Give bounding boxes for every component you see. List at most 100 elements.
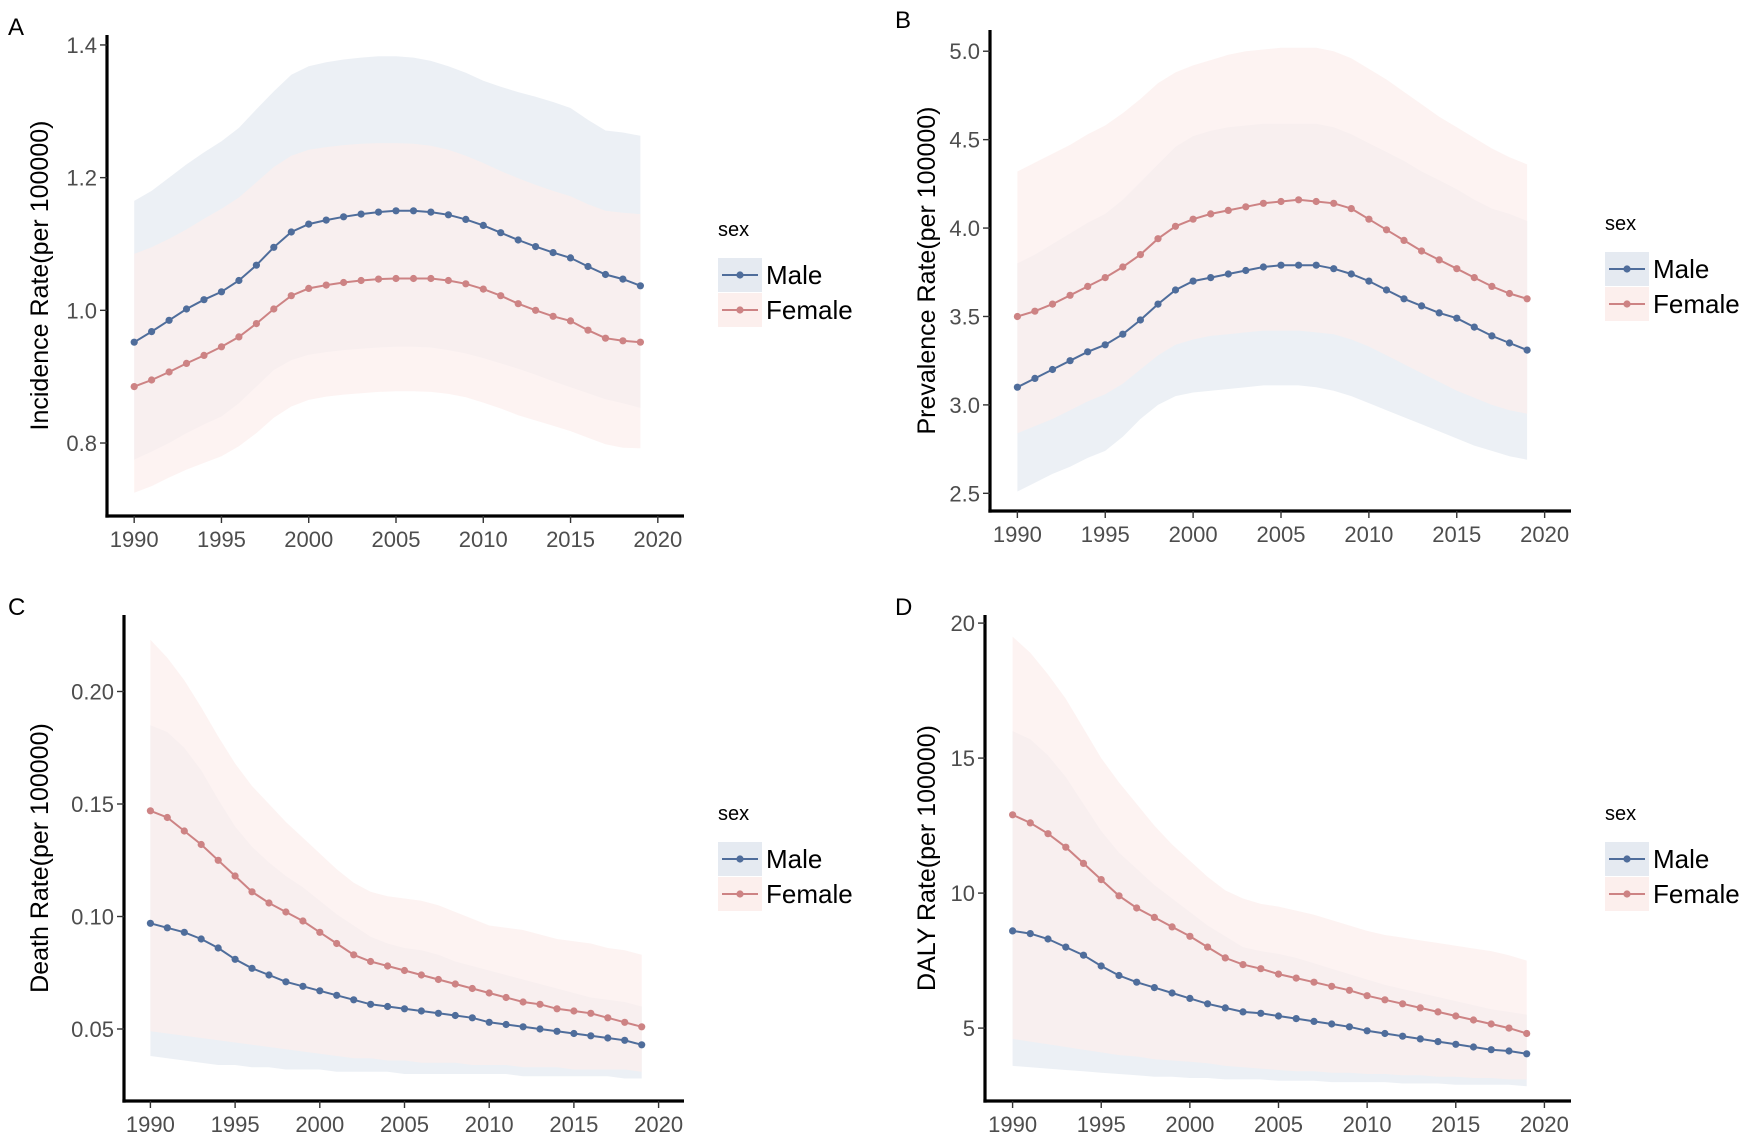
point-male-b-2003 [1242,266,1250,275]
point-female-a-2002 [340,278,348,287]
point-female-a-2012 [514,300,522,308]
legend-key-point-male-b [1623,265,1631,273]
point-male-b-2000 [1189,277,1197,285]
x-tick-label-b-3: 2005 [1257,522,1306,547]
point-female-d-2004 [1257,965,1265,973]
point-male-b-2005 [1277,261,1285,269]
legend-b: sex Male Female [1605,213,1740,321]
point-female-a-2007 [427,274,435,283]
point-female-c-1991 [163,813,171,822]
point-female-c-1992 [180,827,188,835]
point-male-c-2019 [638,1041,646,1049]
point-female-a-2004 [374,275,383,283]
x-tick-label-c-6: 2020 [634,1112,683,1136]
point-female-a-1999 [287,292,295,300]
point-female-b-1992 [1048,300,1057,308]
point-male-a-2008 [444,211,452,219]
point-male-b-2009 [1347,270,1355,278]
point-male-c-2002 [350,996,358,1004]
point-male-d-2018 [1505,1047,1513,1055]
point-female-c-2018 [621,1018,629,1026]
point-female-c-2005 [400,966,409,975]
point-male-d-2016 [1469,1043,1478,1051]
point-male-d-1992 [1044,935,1052,943]
point-male-a-2018 [619,275,627,283]
point-male-d-2014 [1434,1038,1442,1046]
point-male-a-2003 [357,210,365,218]
point-male-b-1993 [1066,357,1074,365]
point-male-a-2002 [340,213,348,221]
x-tick-label-a-1: 1995 [197,527,246,552]
point-male-a-2013 [532,243,540,251]
point-male-a-1996 [235,276,243,285]
point-female-b-1998 [1154,235,1162,243]
point-female-d-1993 [1062,843,1070,851]
y-axis-title-c: Death Rate(per 100000) [26,723,54,993]
x-tick-label-d-0: 1990 [988,1112,1037,1136]
point-female-b-2006 [1295,196,1303,204]
point-male-c-2000 [316,987,324,995]
point-female-d-1992 [1044,830,1052,838]
point-male-d-2003 [1239,1008,1247,1016]
point-female-a-2009 [462,280,470,288]
point-female-b-1997 [1136,251,1144,259]
point-female-a-2019 [636,338,645,346]
point-female-a-2017 [601,334,610,342]
y-tick-label-d-2: 15 [951,746,975,771]
point-female-c-2008 [451,980,459,988]
point-female-d-2015 [1452,1012,1460,1020]
legend-label-female-a: Female [766,295,853,325]
point-female-d-2002 [1221,954,1229,962]
legend-label-female-d: Female [1653,879,1740,909]
x-tick-label-a-2: 2000 [284,527,333,552]
y-tick-label-d-0: 5 [963,1016,975,1041]
point-male-c-1996 [248,964,256,972]
point-male-b-2015 [1453,314,1461,322]
point-female-b-2004 [1259,199,1267,207]
point-male-b-2016 [1470,323,1478,331]
point-female-c-2007 [434,975,442,984]
point-female-c-1994 [214,856,222,864]
point-female-c-1993 [197,840,205,849]
point-male-a-2000 [305,220,313,228]
point-male-d-2002 [1221,1004,1229,1012]
point-male-c-1997 [265,971,273,979]
point-female-b-2019 [1523,295,1531,303]
point-female-c-1997 [265,899,273,907]
point-female-b-2012 [1400,236,1408,244]
legend-key-point-female-c [736,890,744,898]
point-male-b-2007 [1312,261,1320,269]
point-female-d-2005 [1274,970,1283,978]
point-male-d-1996 [1115,971,1123,980]
point-female-b-1995 [1101,274,1109,282]
point-female-a-1991 [148,376,156,384]
point-female-b-2009 [1347,205,1355,213]
point-female-d-2006 [1292,974,1300,982]
y-tick-label-b-0: 2.5 [949,481,980,506]
y-axis-title-b: Prevalence Rate(per 100000) [913,107,941,435]
panel-label-a: A [8,14,24,41]
x-tick-label-c-2: 2000 [295,1112,344,1136]
point-female-d-2016 [1469,1016,1478,1024]
point-male-b-2013 [1418,302,1426,310]
point-female-d-1999 [1168,923,1176,931]
point-male-c-2001 [333,991,341,999]
point-male-b-2006 [1295,261,1303,269]
point-male-a-2006 [409,207,418,215]
point-male-d-2011 [1381,1029,1389,1038]
point-male-b-2018 [1505,339,1514,347]
point-female-b-2008 [1330,199,1338,207]
point-female-a-2014 [549,312,557,320]
panel-label-c: C [8,594,25,621]
point-male-c-2006 [417,1007,425,1015]
point-female-a-1992 [165,368,173,376]
point-female-c-2013 [536,1000,544,1008]
y-tick-label-d-3: 20 [951,611,975,636]
point-female-d-2012 [1399,1000,1407,1008]
point-female-d-2010 [1363,992,1371,1000]
point-female-b-2010 [1365,215,1373,223]
point-female-b-2013 [1418,247,1426,255]
point-male-d-2019 [1523,1050,1531,1058]
point-male-c-1999 [299,982,307,990]
